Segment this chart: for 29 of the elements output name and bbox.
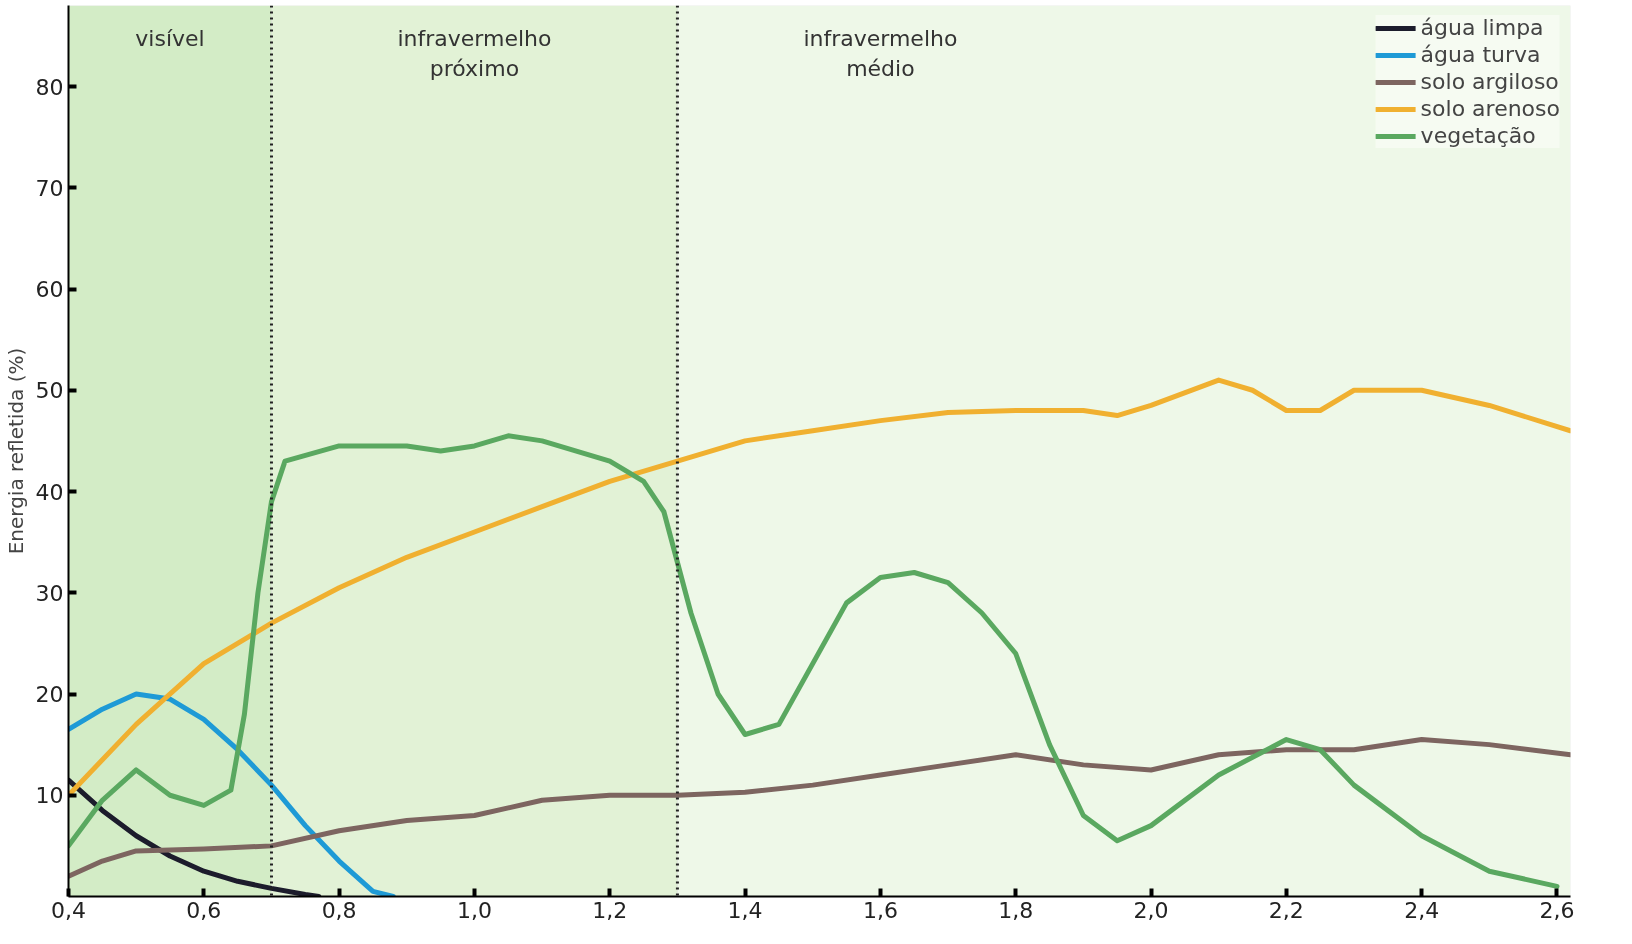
y-tick-label: 10 <box>35 783 64 809</box>
band-label: infravermelho próximo <box>397 25 552 81</box>
y-tick-label: 30 <box>35 580 64 606</box>
legend-label: vegetação <box>1420 123 1536 148</box>
x-tick-label: 0,6 <box>186 897 222 923</box>
legend-label: solo argiloso <box>1420 69 1559 94</box>
x-tick-label: 0,4 <box>51 897 87 923</box>
y-axis-title: Energia refletida (%) <box>3 347 28 555</box>
x-tick-label: 2,2 <box>1268 897 1304 923</box>
y-tick-label: 50 <box>35 378 64 404</box>
band-label: infravermelho médio <box>803 25 958 81</box>
y-tick-label: 70 <box>35 175 64 201</box>
x-tick-label: 1,8 <box>998 897 1034 923</box>
x-tick-label: 2,0 <box>1133 897 1169 923</box>
band-label: visível <box>135 25 205 51</box>
x-tick-label: 1,2 <box>592 897 628 923</box>
x-tick-label: 1,6 <box>862 897 898 923</box>
y-tick-label: 60 <box>35 277 64 302</box>
y-tick-label: 80 <box>35 74 64 100</box>
x-tick-label: 0,8 <box>321 897 357 923</box>
legend-label: solo arenoso <box>1420 96 1560 121</box>
x-tick-label: 1,4 <box>727 897 763 923</box>
legend-label: água turva <box>1420 42 1541 67</box>
legend-label: água limpa <box>1420 15 1544 40</box>
x-tick-label: 1,0 <box>456 897 492 923</box>
y-tick-label: 20 <box>35 682 64 707</box>
x-tick-label: 2,4 <box>1404 897 1440 923</box>
y-tick-label: 40 <box>35 479 64 505</box>
x-tick-label: 2,6 <box>1539 897 1575 923</box>
